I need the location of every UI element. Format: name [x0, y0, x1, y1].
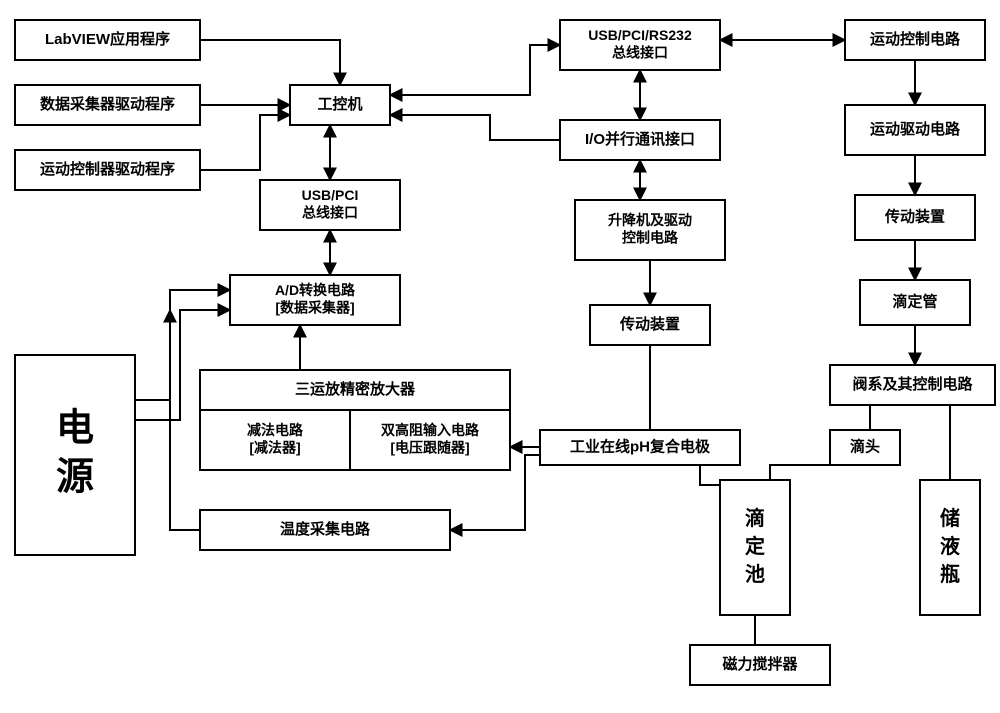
- node-usb_pci-label-0: USB/PCI: [302, 187, 359, 203]
- node-usb_pci_rs232: USB/PCI/RS232总线接口: [560, 20, 720, 70]
- node-ipc-label-0: 工控机: [317, 95, 362, 113]
- node-power-label-0: 电: [56, 407, 94, 449]
- node-ph_elec: 工业在线pH复合电极: [540, 430, 740, 465]
- node-motion_drive: 运动驱动电路: [845, 105, 985, 155]
- node-daq_driver-label-0: 数据采集器驱动程序: [40, 95, 175, 113]
- node-sub_circ-label-0: 减法电路: [247, 422, 304, 438]
- node-reservoir: 储液瓶: [920, 480, 980, 615]
- node-temp_circ-label-0: 温度采集电路: [280, 520, 371, 538]
- node-usb_pci: USB/PCI总线接口: [260, 180, 400, 230]
- node-hiimp: 双高阻输入电路[电压跟随器]: [350, 410, 510, 470]
- node-stirrer: 磁力搅拌器: [690, 645, 830, 685]
- node-usb_pci_rs232-label-1: 总线接口: [612, 44, 668, 60]
- node-power-label-1: 源: [56, 457, 94, 499]
- edge-io_par-ipc: [390, 115, 560, 140]
- node-motion_drv: 运动控制器驱动程序: [15, 150, 200, 190]
- node-ipc: 工控机: [290, 85, 390, 125]
- node-drip_cell-label-1: 定: [745, 534, 765, 558]
- node-usb_pci-label-1: 总线接口: [302, 204, 358, 220]
- node-motion_ctrl-label-0: 运动控制电路: [870, 30, 961, 48]
- edge-motion_drv-ipc: [200, 115, 290, 170]
- edge-drip_head-cell: [770, 465, 860, 480]
- node-reservoir-label-1: 液: [940, 534, 961, 558]
- node-sub_circ-label-1: [减法器]: [249, 439, 300, 455]
- node-labview-label-0: LabVIEW应用程序: [45, 30, 170, 48]
- node-usb_pci_rs232-label-0: USB/PCI/RS232: [588, 27, 692, 43]
- node-drip_cell: 滴定池: [720, 480, 790, 615]
- node-drip_head-label-0: 滴头: [850, 437, 880, 455]
- node-daq_driver: 数据采集器驱动程序: [15, 85, 200, 125]
- node-labview: LabVIEW应用程序: [15, 20, 200, 60]
- node-drip_cell-label-2: 池: [745, 563, 765, 586]
- node-lift_ctrl-label-0: 升降机及驱动: [608, 212, 692, 228]
- node-amp_title-label: 三运放精密放大器: [295, 380, 416, 398]
- node-sub_circ: 减法电路[减法器]: [200, 410, 350, 470]
- node-power: 电源: [15, 355, 135, 555]
- node-ph_elec-label-0: 工业在线pH复合电极: [570, 437, 711, 455]
- node-motion_drv-label-0: 运动控制器驱动程序: [40, 160, 175, 178]
- node-power-box: [15, 355, 135, 555]
- node-hiimp-label-1: [电压跟随器]: [390, 439, 469, 455]
- node-trans2-label-0: 传动装置: [884, 207, 945, 225]
- edge-labview-ipc: [200, 40, 340, 85]
- node-reservoir-label-2: 瓶: [940, 562, 960, 586]
- node-lift_ctrl: 升降机及驱动控制电路: [575, 200, 725, 260]
- node-reservoir-label-0: 储: [940, 506, 960, 530]
- node-motion_ctrl: 运动控制电路: [845, 20, 985, 60]
- node-io_par: I/O并行通讯接口: [560, 120, 720, 160]
- node-lift_ctrl-label-1: 控制电路: [622, 229, 679, 245]
- node-burette-label-0: 滴定管: [892, 292, 937, 310]
- node-io_par-label-0: I/O并行通讯接口: [585, 130, 695, 148]
- node-hiimp-label-0: 双高阻输入电路: [381, 422, 480, 438]
- edge-ipc-usb_pci_rs232: [390, 45, 560, 95]
- node-ad_conv-label-0: A/D转换电路: [275, 282, 356, 298]
- node-temp_circ: 温度采集电路: [200, 510, 450, 550]
- node-valve-label-0: 阀系及其控制电路: [852, 375, 973, 393]
- node-ad_conv-label-1: [数据采集器]: [275, 299, 354, 315]
- node-drip_cell-label-0: 滴: [745, 506, 765, 530]
- node-stirrer-label-0: 磁力搅拌器: [722, 655, 798, 673]
- node-valve: 阀系及其控制电路: [830, 365, 995, 405]
- node-drip_head: 滴头: [830, 430, 900, 465]
- node-burette: 滴定管: [860, 280, 970, 325]
- node-trans1: 传动装置: [590, 305, 710, 345]
- node-motion_drive-label-0: 运动驱动电路: [870, 120, 961, 138]
- node-trans1-label-0: 传动装置: [619, 315, 680, 333]
- node-trans2: 传动装置: [855, 195, 975, 240]
- node-ad_conv: A/D转换电路[数据采集器]: [230, 275, 400, 325]
